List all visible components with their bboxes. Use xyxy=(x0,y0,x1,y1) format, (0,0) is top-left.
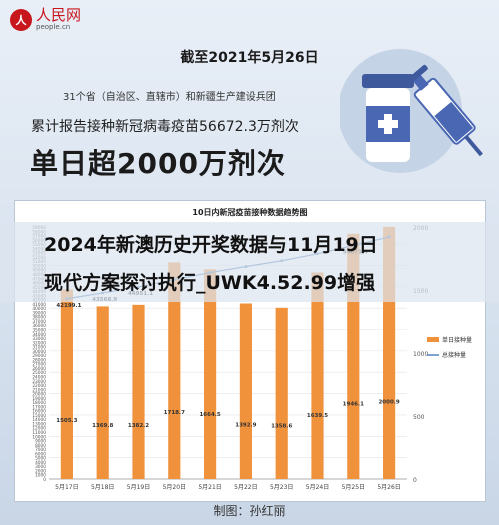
bar-single-day xyxy=(239,303,252,479)
left-tick-label: 38000 xyxy=(32,315,46,321)
chart-title: 10日内新冠疫苗接种数据趋势图 xyxy=(192,207,307,217)
x-tick-label: 5月23日 xyxy=(270,484,293,491)
left-tick-label: 6000 xyxy=(35,451,46,457)
left-tick-label: 13000 xyxy=(32,421,46,427)
bar-single-day xyxy=(96,306,109,479)
left-tick-label: 37000 xyxy=(32,319,46,325)
legend-label-line: 总接种量 xyxy=(442,351,466,359)
bar-single-day xyxy=(275,307,288,479)
left-tick-label: 31000 xyxy=(32,345,46,351)
bar-single-day xyxy=(60,289,73,479)
bar-single-day xyxy=(311,272,324,479)
x-tick-label: 5月20日 xyxy=(163,484,186,491)
overlay-band xyxy=(0,222,499,302)
x-tick-label: 5月24日 xyxy=(306,484,329,491)
bar-single-day xyxy=(132,304,145,479)
vaccine-vial-icon xyxy=(362,74,414,162)
x-tick-label: 5月17日 xyxy=(55,484,78,491)
left-tick-label: 7000 xyxy=(35,447,46,453)
left-tick-label: 10000 xyxy=(32,434,46,440)
right-tick-label: 1000 xyxy=(413,351,428,358)
overlay-headline-line2: 现代方案探讨执行_UWK4.52.99增强 xyxy=(44,272,376,294)
left-tick-label: 0 xyxy=(43,477,46,483)
left-tick-label: 3000 xyxy=(35,464,46,470)
regions-line: 31个省（自治区、直辖市）和新疆生产建设兵团 xyxy=(63,92,276,103)
left-tick-label: 26000 xyxy=(32,366,46,372)
bar-data-label: 2000.9 xyxy=(378,399,399,405)
bar-data-label: 1639.5 xyxy=(307,413,328,419)
left-tick-label: 40000 xyxy=(32,306,46,312)
left-tick-label: 21000 xyxy=(32,387,46,393)
x-tick-label: 5月25日 xyxy=(342,484,365,491)
bar-data-label: 1505.3 xyxy=(56,418,77,424)
left-tick-label: 4000 xyxy=(35,460,46,466)
bar-single-day xyxy=(168,262,181,479)
x-tick-label: 5月19日 xyxy=(127,484,150,491)
left-tick-label: 12000 xyxy=(32,426,46,432)
left-tick-label: 33000 xyxy=(32,336,46,342)
left-tick-label: 23000 xyxy=(32,379,46,385)
left-tick-label: 9000 xyxy=(35,439,46,445)
x-tick-label: 5月22日 xyxy=(234,484,257,491)
bar-data-label: 1392.9 xyxy=(235,422,256,428)
headline: 单日超2000万剂次 xyxy=(30,147,286,180)
right-tick-label: 500 xyxy=(413,414,425,421)
legend-swatch-bar xyxy=(427,337,439,342)
bar-data-label: 1369.8 xyxy=(92,423,113,429)
bar-data-label: 1358.6 xyxy=(271,424,292,430)
left-tick-label: 5000 xyxy=(35,456,46,462)
logo-mark-icon: 人 xyxy=(10,8,32,31)
left-tick-label: 2000 xyxy=(35,468,46,474)
left-tick-label: 19000 xyxy=(32,396,46,402)
x-tick-label: 5月18日 xyxy=(91,484,114,491)
overlay-headline-line1: 2024年新澳历史开奖数据与11月19日 xyxy=(44,234,378,256)
left-tick-label: 11000 xyxy=(32,430,46,436)
left-tick-label: 39000 xyxy=(32,310,46,316)
left-tick-label: 17000 xyxy=(32,404,46,410)
right-tick-label: 0 xyxy=(413,477,417,484)
left-tick-label: 28000 xyxy=(32,357,46,363)
bar-data-label: 1664.5 xyxy=(199,412,220,418)
credit-line: 制图：孙红丽 xyxy=(213,504,286,518)
left-tick-label: 32000 xyxy=(32,340,46,346)
left-tick-label: 35000 xyxy=(32,328,46,334)
left-tick-label: 20000 xyxy=(32,392,46,398)
left-tick-label: 34000 xyxy=(32,332,46,338)
date-title: 截至2021年5月26日 xyxy=(180,50,319,66)
legend-label-bar: 单日接种量 xyxy=(442,336,472,344)
left-tick-label: 22000 xyxy=(32,383,46,389)
logo-name: 人民网 xyxy=(36,6,82,24)
left-tick-label: 27000 xyxy=(32,362,46,368)
bar-data-label: 1718.7 xyxy=(164,410,185,416)
left-tick-label: 18000 xyxy=(32,400,46,406)
left-tick-label: 16000 xyxy=(32,409,46,415)
left-tick-label: 30000 xyxy=(32,349,46,355)
x-tick-label: 5月21日 xyxy=(198,484,221,491)
logo: 人 人民网 people.cn xyxy=(10,8,81,31)
line-data-label: 42199.1 xyxy=(56,303,81,309)
vaccination-chart: 10日内新冠疫苗接种数据趋势图0100020003000400050006000… xyxy=(32,207,472,491)
cumulative-line: 累计报告接种新冠病毒疫苗56672.3万剂次 xyxy=(31,119,299,135)
left-tick-label: 15000 xyxy=(32,413,46,419)
vaccine-illustration xyxy=(340,49,483,173)
syringe-icon xyxy=(402,64,483,157)
left-tick-label: 29000 xyxy=(32,353,46,359)
bar-single-day xyxy=(204,269,217,479)
bar-data-label: 1382.2 xyxy=(128,423,149,429)
x-tick-label: 5月26日 xyxy=(377,484,400,491)
left-tick-label: 24000 xyxy=(32,374,46,380)
left-tick-label: 41000 xyxy=(32,302,46,308)
logo-url: people.cn xyxy=(36,23,71,31)
left-tick-label: 25000 xyxy=(32,370,46,376)
bar-data-label: 1946.1 xyxy=(343,401,364,407)
left-tick-label: 14000 xyxy=(32,417,46,423)
left-tick-label: 36000 xyxy=(32,323,46,329)
left-tick-label: 1000 xyxy=(35,473,46,479)
left-tick-label: 8000 xyxy=(35,443,46,449)
